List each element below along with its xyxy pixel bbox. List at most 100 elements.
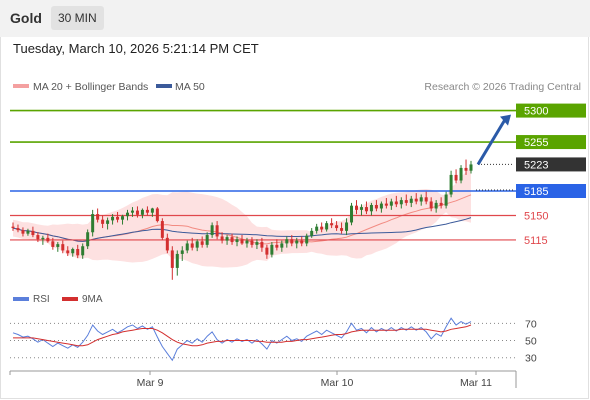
rsi-ma-legend-swatch — [62, 297, 78, 301]
candle-69-body — [355, 205, 358, 210]
candle-43-body — [225, 237, 229, 241]
candle-14-body — [81, 246, 85, 256]
candle-33-body — [175, 253, 179, 268]
candle-1-body — [16, 228, 20, 231]
candle-32-body — [170, 250, 174, 268]
candle-80-body — [409, 198, 413, 203]
candle-19-body — [106, 220, 110, 224]
candle-60-body — [310, 230, 314, 236]
candle-18-body — [101, 219, 105, 224]
candle-12-body — [71, 249, 75, 254]
time-tick-label-0: Mar 9 — [137, 377, 164, 389]
candle-66-body — [340, 228, 344, 231]
candle-45-body — [235, 239, 239, 243]
candle-11-body — [66, 250, 70, 254]
level-5185-label: 5185 — [524, 186, 548, 198]
candle-24-body — [130, 210, 134, 213]
candle-29-body — [155, 208, 159, 222]
candle-3-body — [26, 230, 30, 234]
candle-10-body — [61, 244, 65, 251]
candle-20-body — [111, 216, 115, 221]
level-5255-tag — [516, 135, 586, 150]
target-arrow-shaft — [476, 118, 507, 166]
copyright-notice: Research © 2026 Trading Central — [424, 81, 581, 93]
ma50-legend-label: MA 50 — [175, 81, 205, 93]
rsi-tick-70: 70 — [525, 318, 537, 330]
rsi-tick-50: 50 — [525, 336, 537, 348]
candle-85-body — [434, 202, 438, 209]
level-5300-label: 5300 — [524, 106, 548, 118]
level-5223-label: 5223 — [524, 159, 548, 171]
candle-63-body — [325, 223, 329, 230]
level-5255-label: 5255 — [524, 137, 548, 149]
candle-37-body — [195, 241, 199, 248]
price-levels — [10, 109, 516, 241]
candle-58-body — [300, 240, 304, 244]
candle-59-body — [305, 235, 309, 244]
candle-41-body — [215, 225, 219, 237]
candle-2-body — [21, 230, 25, 234]
candle-25-body — [135, 210, 139, 215]
candle-81-body — [414, 198, 418, 202]
candle-67-body — [345, 222, 349, 231]
candle-86-body — [439, 202, 443, 206]
candle-48-body — [250, 240, 254, 245]
instrument-name: Gold — [10, 10, 42, 26]
candle-23-body — [126, 212, 129, 217]
level-labels: 5300 5255 5223 5185 5150 5115 — [516, 103, 586, 247]
candle-82-body — [419, 197, 423, 202]
candle-83-body — [424, 197, 428, 202]
candle-52-body — [270, 244, 274, 255]
candle-30-body — [160, 221, 164, 238]
level-5115-label: 5115 — [524, 235, 548, 247]
candle-16-body — [91, 214, 95, 233]
candle-5-body — [36, 235, 40, 240]
candle-21-body — [116, 216, 120, 220]
rsi-legend-label: RSI — [33, 294, 50, 305]
rsi-panel: 70 50 30 — [10, 317, 537, 365]
candle-22-body — [121, 216, 125, 220]
candle-26-body — [140, 209, 144, 215]
candle-8-body — [51, 241, 55, 247]
candle-56-body — [290, 239, 294, 244]
candle-0-body — [11, 226, 15, 229]
target-arrow — [476, 114, 511, 166]
timeframe-selector[interactable]: 30 MIN — [51, 6, 104, 30]
candle-35-body — [185, 243, 189, 251]
candle-13-body — [76, 249, 80, 256]
candle-50-body — [260, 242, 264, 248]
candle-78-body — [399, 200, 403, 205]
time-tick-label-1: Mar 10 — [321, 377, 354, 389]
time-tick-label-2: Mar 11 — [460, 377, 492, 389]
chart-timestamp: Tuesday, March 10, 2026 5:21:14 PM CET — [13, 41, 259, 56]
candle-89-body — [454, 174, 458, 181]
candle-17-body — [96, 214, 100, 220]
candle-42-body — [220, 236, 224, 241]
candle-28-body — [150, 208, 154, 213]
ma50-legend-swatch — [156, 84, 172, 88]
candle-7-body — [46, 237, 50, 242]
candle-39-body — [205, 235, 209, 245]
candle-40-body — [210, 225, 214, 236]
candle-47-body — [245, 240, 249, 244]
candle-53-body — [275, 244, 279, 248]
ma20-legend-label: MA 20 + Bollinger Bands — [33, 81, 148, 93]
chart-panel — [0, 37, 589, 399]
candle-74-body — [379, 203, 383, 209]
candle-68-body — [350, 205, 354, 223]
candle-87-body — [444, 194, 448, 206]
candle-79-body — [404, 200, 408, 203]
bollinger-band-fill — [13, 166, 471, 268]
candlesticks — [11, 159, 473, 280]
header-bar: Gold 30 MIN — [0, 0, 590, 37]
candle-76-body — [389, 201, 393, 206]
candle-55-body — [285, 239, 289, 244]
level-5185-tag — [516, 184, 586, 198]
candle-64-body — [330, 223, 334, 226]
candle-65-body — [335, 225, 339, 229]
candle-71-body — [364, 207, 368, 212]
candle-36-body — [190, 243, 194, 248]
level-5223-tag — [516, 157, 586, 172]
candle-38-body — [200, 241, 204, 245]
